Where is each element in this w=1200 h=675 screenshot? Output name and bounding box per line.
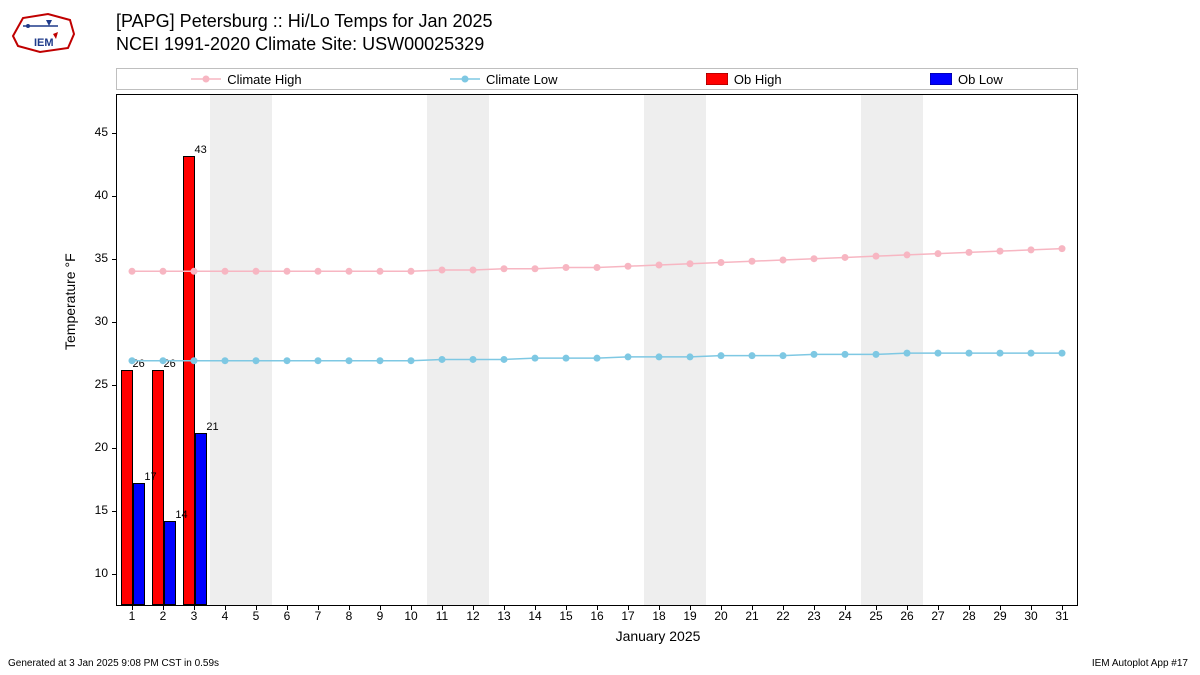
xtick-label: 31 (1055, 609, 1068, 623)
title-line-2: NCEI 1991-2020 Climate Site: USW00025329 (116, 33, 493, 56)
xtick-label: 23 (807, 609, 820, 623)
chart-title: [PAPG] Petersburg :: Hi/Lo Temps for Jan… (116, 10, 493, 57)
xtick-label: 7 (315, 609, 322, 623)
xtick-label: 26 (900, 609, 913, 623)
x-axis-label: January 2025 (0, 628, 1200, 644)
xtick-label: 9 (377, 609, 384, 623)
title-line-1: [PAPG] Petersburg :: Hi/Lo Temps for Jan… (116, 10, 493, 33)
ytick-label: 10 (95, 566, 108, 580)
footer-generated: Generated at 3 Jan 2025 9:08 PM CST in 0… (8, 658, 219, 669)
legend-label: Climate High (227, 72, 301, 87)
xtick-label: 13 (497, 609, 510, 623)
footer-appid: IEM Autoplot App #17 (1092, 658, 1188, 669)
xtick-label: 4 (222, 609, 229, 623)
ytick-label: 40 (95, 188, 108, 202)
xtick-label: 15 (559, 609, 572, 623)
ytick-label: 25 (95, 377, 108, 391)
xtick-label: 11 (436, 609, 448, 623)
legend-climate-low: Climate Low (450, 72, 558, 87)
xtick-label: 2 (160, 609, 167, 623)
xtick-label: 21 (745, 609, 758, 623)
xtick-label: 8 (346, 609, 353, 623)
legend-ob-high: Ob High (706, 72, 782, 87)
xtick-label: 25 (869, 609, 882, 623)
xtick-label: 1 (129, 609, 136, 623)
xtick-label: 18 (652, 609, 665, 623)
legend-label: Ob High (734, 72, 782, 87)
plot-area: 1234567891011121314151617181920212223242… (116, 94, 1078, 606)
legend-ob-low: Ob Low (930, 72, 1003, 87)
xtick-label: 17 (621, 609, 634, 623)
iem-logo: IEM (8, 6, 78, 56)
legend-label: Climate Low (486, 72, 558, 87)
ytick-label: 20 (95, 440, 108, 454)
xtick-label: 27 (931, 609, 944, 623)
xtick-label: 10 (404, 609, 417, 623)
xtick-label: 30 (1024, 609, 1037, 623)
legend: Climate High Climate Low Ob High Ob Low (116, 68, 1078, 90)
xtick-label: 14 (528, 609, 541, 623)
xtick-label: 28 (962, 609, 975, 623)
xtick-label: 19 (683, 609, 696, 623)
xtick-label: 24 (838, 609, 851, 623)
xtick-label: 20 (714, 609, 727, 623)
ytick-label: 45 (95, 125, 108, 139)
xtick-label: 29 (993, 609, 1006, 623)
xtick-label: 22 (776, 609, 789, 623)
xtick-label: 16 (590, 609, 603, 623)
ytick-label: 30 (95, 314, 108, 328)
xtick-label: 5 (253, 609, 260, 623)
svg-text:IEM: IEM (34, 37, 54, 49)
xtick-label: 3 (191, 609, 198, 623)
ytick-label: 15 (95, 503, 108, 517)
legend-climate-high: Climate High (191, 72, 301, 87)
legend-label: Ob Low (958, 72, 1003, 87)
y-axis-label: Temperature °F (62, 253, 78, 350)
xtick-label: 6 (284, 609, 291, 623)
xtick-label: 12 (466, 609, 479, 623)
line-series (117, 95, 1077, 605)
ytick-label: 35 (95, 251, 108, 265)
